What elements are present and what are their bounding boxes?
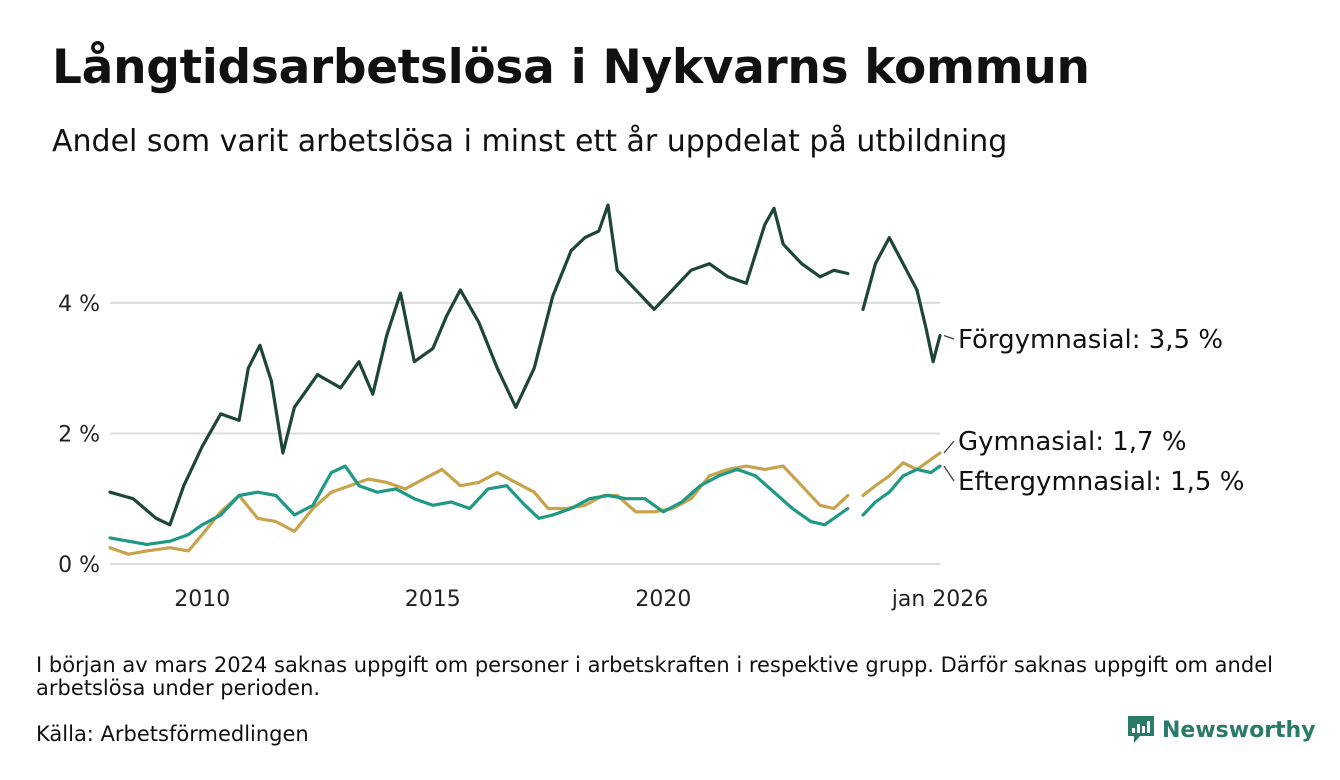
brand-logo: Newsworthy bbox=[1128, 716, 1316, 744]
source-credit: Källa: Arbetsförmedlingen bbox=[36, 722, 309, 746]
x-tick-label: 2015 bbox=[405, 587, 461, 612]
series-line-eftergymnasial-after-gap bbox=[861, 464, 942, 517]
y-axis-ticks: 0 % 2 % 4 % bbox=[58, 292, 100, 578]
series-line-gymnasial-before-gap bbox=[108, 464, 850, 556]
x-axis-ticks: 2010 2015 2020 jan 2026 bbox=[174, 587, 988, 612]
series-line-gymnasial-after-gap bbox=[861, 451, 942, 498]
series-line-forgymnasial-after-gap bbox=[861, 236, 942, 364]
leader-line-eftergymnasial bbox=[943, 465, 955, 482]
series-label-gymnasial: Gymnasial: 1,7 % bbox=[958, 427, 1187, 457]
series-lines bbox=[108, 203, 942, 556]
gridlines bbox=[110, 301, 940, 565]
y-tick-label: 4 % bbox=[58, 292, 100, 317]
x-tick-label: 2010 bbox=[174, 587, 230, 612]
series-line-forgymnasial-before-gap bbox=[108, 203, 850, 527]
leader-line-gymnasial bbox=[943, 440, 955, 454]
series-end-labels: Förgymnasial: 3,5 % Gymnasial: 1,7 % Efter… bbox=[943, 325, 1244, 497]
y-tick-label: 0 % bbox=[58, 553, 100, 578]
x-tick-label: 2020 bbox=[635, 587, 691, 612]
newsworthy-logo-icon bbox=[1128, 716, 1154, 743]
chart-title: Långtidsarbetslösa i Nykvarns kommun bbox=[52, 40, 1090, 95]
chart-subtitle: Andel som varit arbetslösa i minst ett å… bbox=[52, 124, 1008, 159]
series-label-forgymnasial: Förgymnasial: 3,5 % bbox=[958, 325, 1223, 355]
leader-line-forgymnasial bbox=[943, 334, 955, 340]
x-tick-label: jan 2026 bbox=[891, 587, 989, 612]
footnote: I början av mars 2024 saknas uppgift om … bbox=[36, 653, 1273, 700]
line-chart: 0 % 2 % 4 % 2010 2015 2020 jan 2026 Förgymnas… bbox=[58, 203, 1244, 612]
series-line-eftergymnasial-before-gap bbox=[108, 464, 850, 546]
brand-name: Newsworthy bbox=[1162, 717, 1316, 743]
y-tick-label: 2 % bbox=[58, 422, 100, 447]
series-label-eftergymnasial: Eftergymnasial: 1,5 % bbox=[958, 467, 1244, 497]
